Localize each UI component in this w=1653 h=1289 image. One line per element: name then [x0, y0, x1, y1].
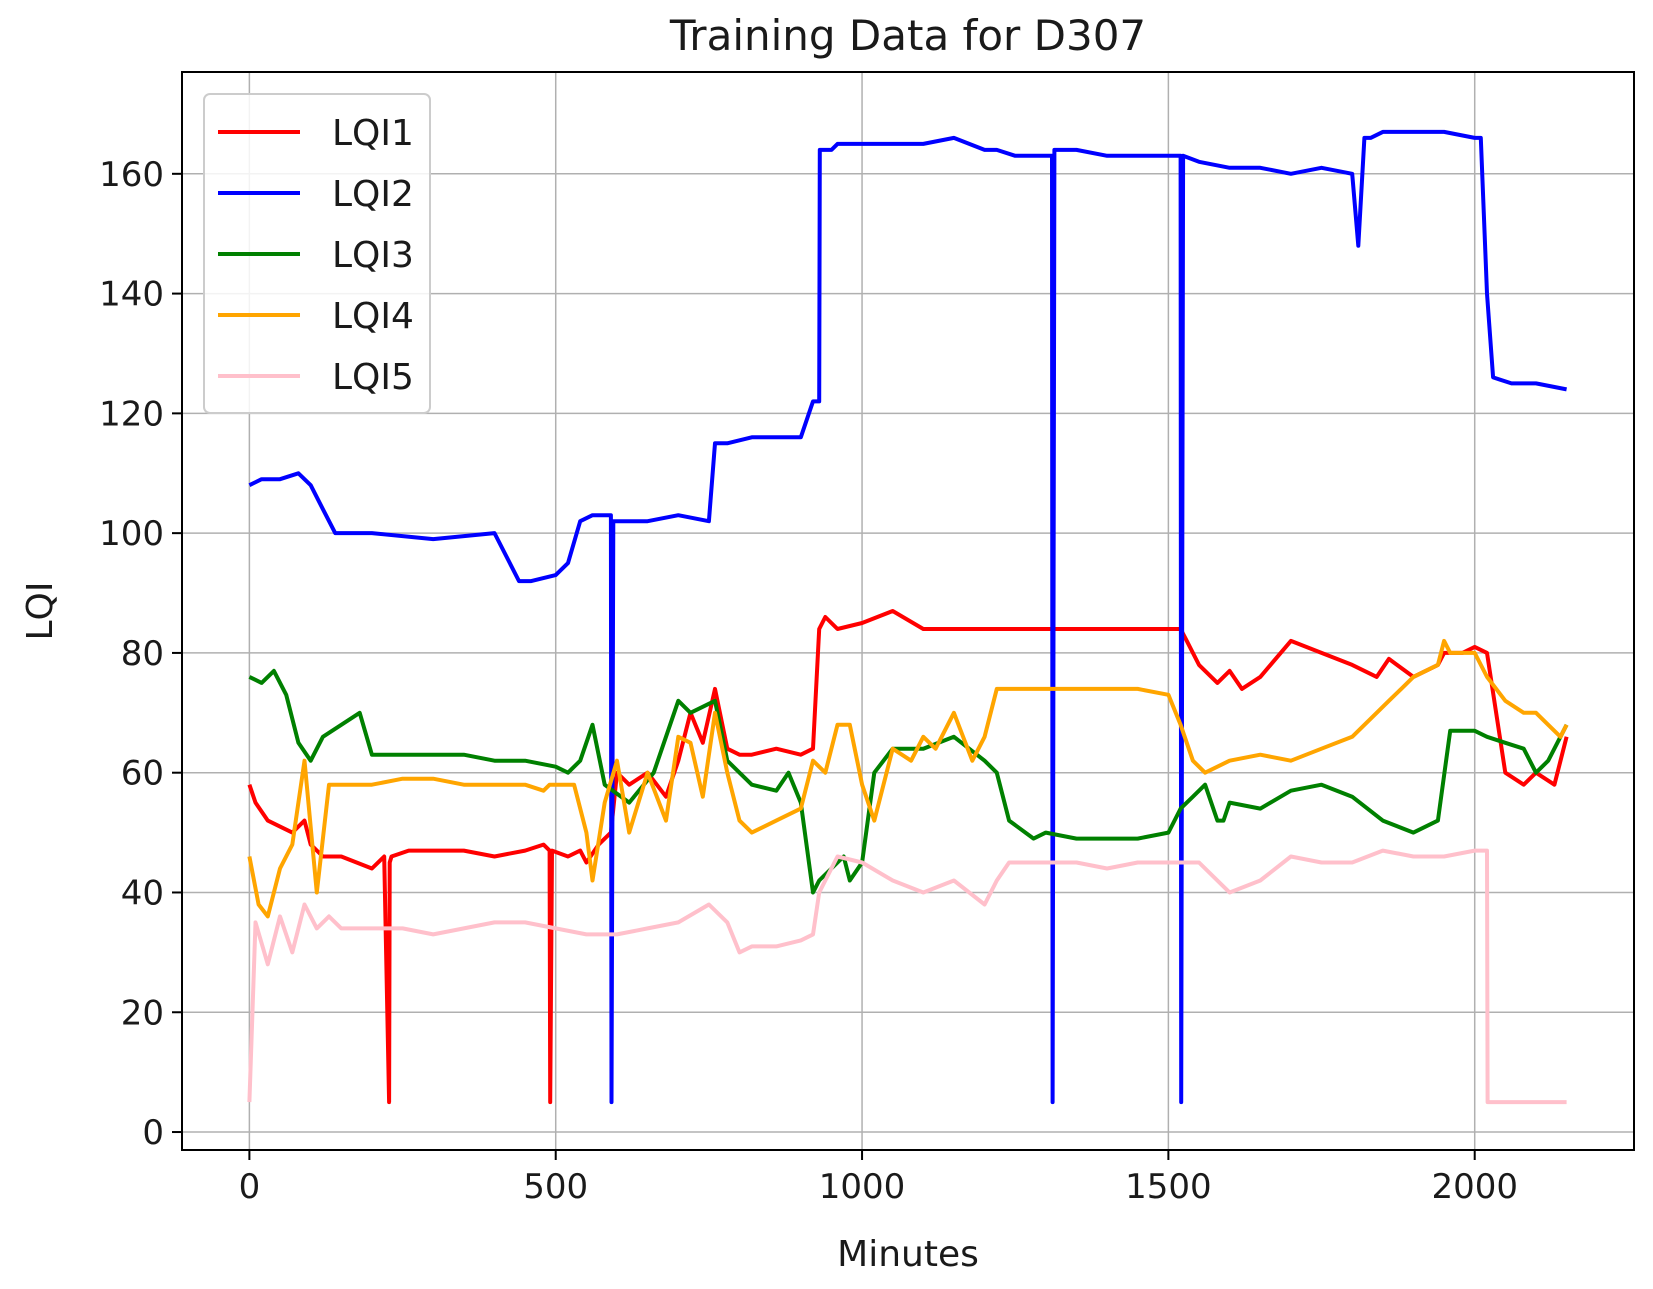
x-tick-label: 0 [239, 1167, 261, 1207]
legend-label-lqi3: LQI3 [332, 235, 414, 276]
y-tick-label: 20 [121, 993, 164, 1033]
y-tick-label: 140 [99, 275, 164, 315]
x-tick-label: 1000 [819, 1167, 906, 1207]
series-line-lqi4 [247, 638, 1569, 919]
chart-title: Training Data for D307 [669, 11, 1146, 60]
y-axis-title: LQI [20, 581, 61, 640]
legend: LQI1 LQI2 LQI3 LQI4 LQI5 [203, 93, 431, 414]
legend-label-lqi5: LQI5 [332, 357, 414, 398]
y-tick-label: 0 [142, 1113, 164, 1153]
legend-label-lqi2: LQI2 [332, 174, 414, 215]
y-tick-label: 80 [121, 634, 164, 674]
series-line-lqi1 [247, 609, 1569, 1105]
series-line-lqi5 [247, 848, 1567, 1105]
y-tick-label: 60 [121, 754, 164, 794]
legend-label-lqi1: LQI1 [332, 113, 414, 154]
y-tick-label: 120 [99, 394, 164, 434]
y-tick-label: 100 [99, 514, 164, 554]
y-tick-label: 160 [99, 155, 164, 195]
y-tick-label: 40 [121, 873, 164, 913]
x-tick-label: 500 [523, 1167, 588, 1207]
legend-frame [203, 93, 431, 414]
x-tick-label: 1500 [1125, 1167, 1212, 1207]
series-line-lqi3 [248, 668, 1569, 895]
x-tick-label: 2000 [1431, 1167, 1518, 1207]
series-line-lqi2 [248, 129, 1567, 1105]
tick-layer: 0 500 1000 1500 2000 0 20 40 60 80 100 120 140 160 [99, 155, 1518, 1207]
plot-frame [181, 71, 1635, 1151]
x-axis-title: Minutes [837, 1234, 979, 1275]
series-layer [247, 129, 1569, 1105]
legend-label-lqi4: LQI4 [332, 296, 414, 337]
